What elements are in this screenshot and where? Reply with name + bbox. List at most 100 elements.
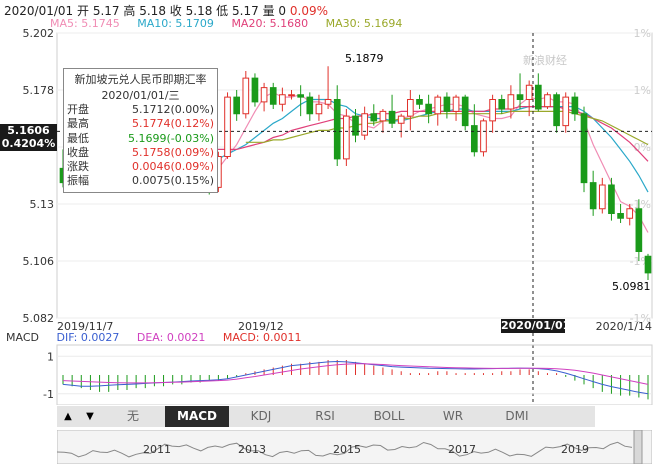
tooltip-row-label: 收盘: [67, 145, 89, 159]
macd-legend-macd: MACD: 0.0011: [222, 331, 302, 344]
candle: [589, 170, 597, 216]
tab-macd[interactable]: MACD: [165, 406, 229, 427]
candle: [224, 92, 231, 159]
pct-tick-label: -1%: [630, 198, 651, 211]
up-arrow-icon[interactable]: ▲: [64, 411, 72, 422]
navigator-window[interactable]: [633, 430, 643, 464]
macd-legend: MACD DIF: 0.0027 DEA: 0.0021 MACD: 0.001…: [6, 331, 316, 344]
candle: [635, 199, 643, 261]
overview-navigator[interactable]: 2011 2013 2015 2017 2019: [57, 430, 652, 464]
tab-rsi[interactable]: RSI: [315, 409, 335, 423]
indicator-tabs: ▲ ▼ 无 MACD KDJ RSI BOLL WR DMI: [57, 406, 595, 427]
candle-body: [489, 99, 496, 122]
candle-body: [306, 96, 314, 115]
header-close: 5.18: [185, 4, 213, 18]
candle: [580, 106, 588, 193]
candle: [562, 92, 570, 133]
candle: [251, 73, 259, 107]
candle: [452, 94, 460, 121]
tab-none[interactable]: 无: [126, 409, 139, 423]
tooltip-row-value: 0.0075(0.15%): [131, 174, 214, 188]
candle-body: [598, 184, 606, 210]
header-high-label: 高: [123, 4, 136, 18]
candle-body: [352, 115, 359, 136]
candle: [416, 94, 423, 109]
candle-body: [507, 94, 515, 110]
candle: [571, 92, 579, 121]
candle-body: [562, 96, 570, 127]
candle: [407, 90, 414, 131]
tab-boll[interactable]: BOLL: [373, 409, 405, 423]
ma30-legend: MA30: 5.1694: [325, 17, 403, 30]
candle-body: [553, 94, 560, 127]
macd-y-tick-label: -1: [43, 388, 54, 401]
candle-body: [324, 99, 332, 105]
candle-body: [315, 103, 323, 115]
tooltip-row-value: 5.1758(0.09%): [131, 145, 214, 159]
header-open-label: 开: [77, 4, 90, 18]
candle-body: [224, 96, 231, 157]
tooltip-date: 2020/01/01/三: [101, 89, 180, 102]
header-high: 5.18: [139, 4, 166, 18]
tooltip-row: 开盘 5.1712(0.00%): [67, 103, 214, 117]
candle-body: [644, 255, 652, 274]
candle: [544, 92, 551, 109]
navigator-year-label: 2013: [238, 443, 266, 456]
candle-body: [233, 96, 241, 115]
ma10-legend: MA10: 5.1709: [137, 17, 214, 30]
candle-body: [452, 96, 460, 112]
down-arrow-icon[interactable]: ▼: [86, 411, 94, 422]
pct-tick-label: 1%: [634, 84, 651, 97]
header-low: 5.17: [232, 4, 259, 18]
ohlc-header: 2020/01/01 开 5.17 高 5.18 收 5.18 低 5.17 量…: [4, 2, 328, 19]
tooltip-row-label: 最低: [67, 131, 89, 145]
candle: [480, 118, 487, 157]
cursor-pct-label: 0.4204%: [0, 137, 57, 151]
pct-tick-label: -1%: [630, 312, 651, 325]
candle: [233, 90, 241, 121]
macd-legend-title: MACD: [6, 331, 39, 344]
pct-tick-label: 1%: [634, 27, 651, 40]
candle-body: [470, 125, 478, 153]
candle-body: [516, 94, 524, 100]
max-label: 5.1879: [345, 52, 384, 65]
candle: [379, 109, 387, 133]
candle: [534, 73, 542, 112]
x-tick-label: 2020/1/14: [596, 320, 652, 333]
candle-body: [571, 96, 579, 115]
header-vol-label: 量: [262, 4, 275, 18]
macd-y-tick-label: 1: [47, 350, 54, 363]
candle: [288, 90, 295, 100]
navigator-year-label: 2017: [448, 443, 476, 456]
candle-body: [480, 120, 487, 153]
tab-wr[interactable]: WR: [442, 409, 464, 423]
y-tick-label: 5.13: [30, 198, 55, 211]
candle: [306, 92, 314, 121]
navigator-line: [57, 441, 633, 458]
candle-body: [397, 115, 405, 124]
candle: [525, 80, 533, 117]
tab-kdj[interactable]: KDJ: [250, 409, 272, 423]
ma20-legend: MA20: 5.1680: [231, 17, 309, 30]
candle-body: [251, 77, 259, 103]
candle-body: [297, 94, 304, 98]
candle: [507, 85, 515, 119]
x-tick-label: 2019/12: [238, 320, 284, 333]
candle-body: [589, 182, 597, 210]
candle: [626, 204, 634, 226]
candle-body: [279, 94, 286, 105]
candle: [617, 204, 624, 223]
tooltip-title: 新加坡元兑人民币即期汇率: [74, 73, 207, 86]
candle: [516, 73, 524, 109]
tooltip-row: 最低 5.1699(-0.03%): [67, 132, 214, 146]
candle-body: [260, 87, 268, 103]
tooltip-row-value: 5.1774(0.12%): [131, 117, 214, 131]
watermark: 新浪财经: [523, 53, 567, 67]
candle-body: [425, 103, 432, 115]
tab-dmi[interactable]: DMI: [505, 409, 529, 423]
header-close-label: 收: [169, 4, 182, 18]
candle-body: [617, 213, 624, 219]
candle: [644, 253, 652, 280]
candle: [397, 113, 405, 138]
